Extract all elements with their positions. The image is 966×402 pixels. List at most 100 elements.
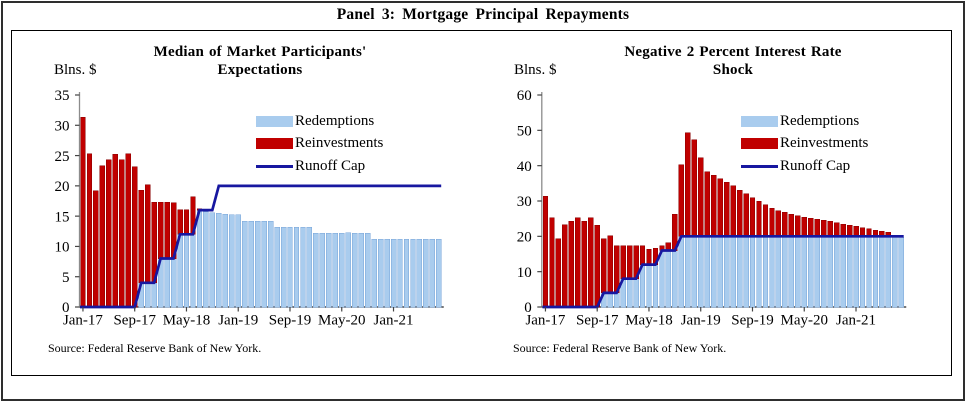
bar-redemptions	[222, 214, 228, 308]
bar-reinvestments	[717, 178, 723, 237]
left-chart-title-line2: Expectations	[217, 62, 303, 78]
bar-reinvestments	[730, 185, 736, 237]
x-tick-label: Jan-19	[218, 313, 258, 329]
left-chart: 0 5 10 15 20 25 30 35 Jan-17 Sep-17 May-18 Jan-19 Se…	[55, 88, 444, 329]
legend-label-reinvestments: Reinvestments	[295, 135, 384, 152]
bar-redemptions	[313, 232, 319, 308]
bar-reinvestments	[144, 184, 151, 283]
bar-redemptions	[164, 258, 170, 308]
bar-redemptions	[144, 282, 151, 308]
panel-title: Panel 3: Mortgage Principal Repayments	[336, 6, 630, 23]
bar-reinvestments	[620, 245, 626, 280]
bar-reinvestments	[814, 219, 820, 237]
y-tick-label: 15	[55, 209, 70, 225]
bar-redemptions	[235, 214, 241, 308]
bar-reinvestments	[183, 209, 190, 235]
legend-item-redemptions: Redemptions	[741, 110, 868, 133]
bar-redemptions	[652, 264, 659, 308]
bar-redemptions	[397, 238, 403, 308]
bar-redemptions	[267, 220, 274, 308]
y-tick-label: 40	[517, 159, 532, 175]
bar-redemptions	[885, 236, 892, 308]
bar-reinvestments	[710, 174, 717, 237]
x-tick-label: Jan-17	[63, 313, 103, 329]
left-y-axis-label: Blns. $	[54, 62, 97, 78]
bar-redemptions	[293, 226, 300, 308]
bar-redemptions	[782, 236, 788, 308]
bar-reinvestments	[736, 190, 743, 237]
bar-redemptions	[646, 264, 652, 308]
legend-item-reinvestments: Reinvestments	[256, 133, 383, 156]
y-tick-label: 30	[55, 118, 70, 134]
bar-reinvestments	[691, 139, 697, 237]
bar-redemptions	[846, 236, 853, 308]
y-tick-label: 5	[62, 270, 70, 286]
reinvestments-swatch-icon	[741, 138, 778, 150]
bar-redemptions	[820, 236, 827, 308]
right-chart-title-line2: Shock	[712, 62, 754, 78]
bar-redemptions	[390, 238, 397, 308]
bar-redemptions	[261, 220, 267, 308]
bar-redemptions	[723, 236, 730, 308]
x-tick-label: Sep-17	[113, 313, 156, 329]
bar-redemptions	[678, 236, 685, 308]
bar-reinvestments	[106, 159, 112, 308]
bar-reinvestments	[827, 220, 833, 237]
x-tick-label: Jan-17	[525, 313, 565, 329]
right-source-note: Source: Federal Reserve Bank of New York…	[513, 341, 727, 355]
bar-reinvestments	[775, 210, 782, 237]
bar-reinvestments	[685, 132, 691, 237]
bar-redemptions	[795, 236, 801, 308]
bar-redemptions	[756, 236, 762, 308]
bar-reinvestments	[846, 225, 853, 237]
right-y-axis-label: Blns. $	[514, 62, 557, 78]
bar-redemptions	[190, 234, 196, 308]
bar-reinvestments	[723, 182, 730, 237]
legend-item-redemptions: Redemptions	[256, 110, 383, 133]
bar-redemptions	[872, 236, 879, 308]
bar-reinvestments	[555, 238, 562, 308]
bar-reinvestments	[542, 196, 549, 308]
runoff-cap-line	[80, 184, 442, 309]
bar-redemptions	[775, 236, 782, 308]
left-chart-title-line1: Median of Market Participants'	[153, 44, 367, 60]
bar-reinvestments	[626, 245, 633, 280]
bar-redemptions	[216, 212, 222, 308]
bar-reinvestments	[808, 217, 814, 237]
bar-reinvestments	[607, 235, 613, 294]
y-tick-label: 30	[517, 194, 532, 210]
bar-reinvestments	[749, 197, 756, 237]
right-legend: Redemptions Reinvestments Runoff Cap	[741, 110, 868, 178]
bar-redemptions	[319, 232, 326, 308]
bar-reinvestments	[112, 154, 118, 308]
redemptions-swatch-icon	[256, 115, 293, 127]
bar-redemptions	[203, 211, 209, 308]
x-tick-label: May-18	[625, 313, 673, 329]
bar-redemptions	[749, 236, 756, 308]
bar-reinvestments	[581, 220, 587, 308]
x-tick-label: May-20	[781, 313, 829, 329]
bar-redemptions	[280, 226, 287, 308]
bar-reinvestments	[743, 193, 749, 237]
bar-redemptions	[358, 232, 364, 308]
bar-reinvestments	[769, 207, 775, 237]
legend-item-runoff-cap: Runoff Cap	[256, 155, 383, 178]
bar-redemptions	[436, 238, 442, 308]
legend-label-runoff-cap: Runoff Cap	[780, 157, 851, 174]
bar-reinvestments	[833, 222, 840, 237]
bar-redemptions	[326, 232, 332, 308]
legend-label-runoff-cap: Runoff Cap	[295, 157, 366, 174]
bar-redemptions	[403, 238, 410, 308]
left-legend: Redemptions Reinvestments Runoff Cap	[256, 110, 383, 178]
bar-reinvestments	[756, 200, 762, 237]
bar-reinvestments	[704, 171, 710, 237]
bar-reinvestments	[568, 220, 575, 308]
bar-reinvestments	[613, 245, 620, 294]
bar-redemptions	[416, 238, 423, 308]
legend-label-redemptions: Redemptions	[295, 112, 375, 129]
bar-reinvestments	[138, 189, 144, 284]
legend-item-reinvestments: Reinvestments	[741, 133, 868, 156]
bar-reinvestments	[177, 209, 183, 235]
bar-redemptions	[833, 236, 840, 308]
reinvestments-swatch-icon	[256, 138, 293, 150]
